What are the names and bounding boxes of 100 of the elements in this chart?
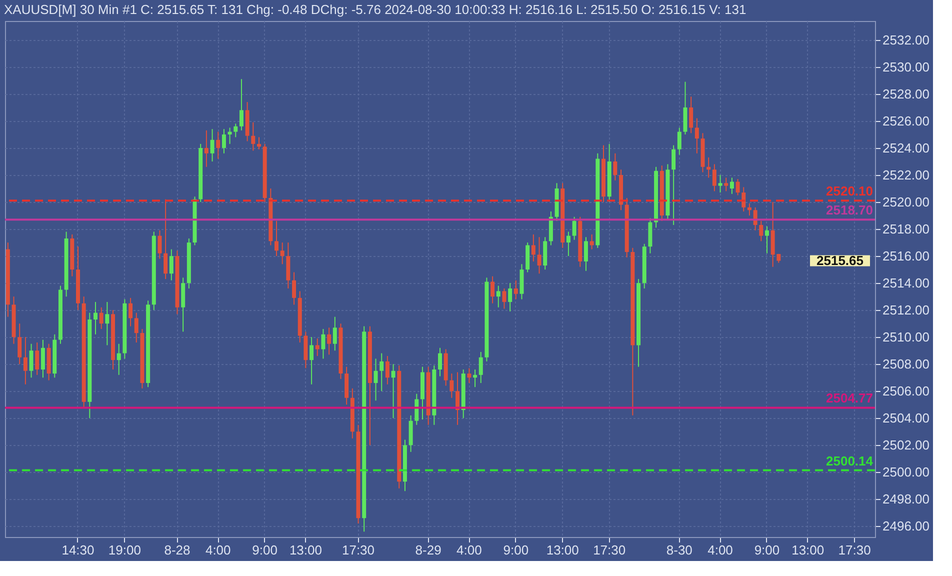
candlestick [40, 339, 45, 378]
y-tick-label: 2518.00 [882, 222, 930, 237]
y-tick-label: 2520.00 [882, 194, 930, 210]
candlestick [613, 152, 618, 181]
candlestick [414, 393, 419, 426]
candlestick [730, 177, 734, 194]
candlestick [321, 328, 326, 360]
candlestick [23, 336, 28, 385]
candlestick [29, 343, 34, 378]
x-tick-label: 9:00 [252, 542, 278, 558]
candlestick [496, 285, 500, 308]
y-tick-label: 2500.00 [882, 464, 930, 480]
y-tick-label: 2528.00 [882, 86, 930, 102]
candlestick [274, 220, 279, 257]
x-tick-label: 4:00 [205, 542, 231, 558]
ref-line-label: 2520.10 [826, 184, 873, 199]
y-tick-label: 2504.00 [882, 410, 930, 426]
y-tick-label: 2510.00 [882, 330, 930, 345]
candlestick [490, 276, 495, 304]
candlestick [158, 230, 162, 260]
candlestick [736, 178, 740, 196]
candlestick [327, 327, 332, 356]
candlestick [759, 220, 764, 242]
candlestick [724, 177, 728, 192]
y-tick-label: 2532.00 [882, 32, 930, 48]
candlestick [689, 96, 694, 134]
candlestick [706, 156, 711, 178]
candlestick [228, 127, 232, 144]
candlestick [105, 301, 110, 346]
y-tick-label: 2496.00 [882, 518, 930, 534]
x-tick-label: 13:00 [546, 542, 579, 558]
y-tick-label: 2498.00 [882, 492, 930, 507]
candlestick [718, 174, 722, 194]
candlestick [116, 343, 121, 376]
x-tick-label: 17:30 [342, 542, 375, 558]
y-tick-label: 2512.00 [882, 302, 930, 318]
candlestick [374, 358, 378, 402]
x-tick-label: 4:00 [456, 542, 482, 558]
candlestick [467, 368, 472, 384]
candlestick [239, 78, 244, 131]
y-tick-label: 2524.00 [882, 140, 930, 156]
candlestick [234, 123, 238, 138]
x-tick-label: 17:30 [593, 542, 626, 558]
candlestick [391, 364, 396, 419]
candlestick [572, 216, 576, 240]
candlestick [677, 127, 682, 156]
candlestick [438, 347, 442, 377]
annotation: 2515.65 [816, 252, 864, 268]
ref-line-label: 2518.70 [826, 202, 873, 218]
candlestick [502, 288, 506, 310]
candlestick [210, 128, 214, 162]
candlestick [456, 372, 460, 426]
candlestick [672, 144, 676, 226]
candlestick [99, 306, 104, 330]
candlestick [508, 282, 512, 312]
y-tick-label: 2506.00 [882, 384, 930, 399]
candlestick [280, 242, 284, 265]
candlestick [385, 355, 390, 385]
candlestick [128, 297, 133, 327]
ref-line-label: 2504.77 [826, 390, 873, 406]
x-tick-label: 8-30 [666, 542, 692, 558]
candlestick [310, 336, 314, 385]
x-tick-label: 13:00 [792, 542, 824, 558]
candlestick [251, 122, 256, 152]
candlestick [204, 130, 208, 168]
candlestick [584, 236, 588, 272]
candlestick [473, 369, 478, 388]
candlestick [531, 234, 536, 262]
candlestick [566, 231, 570, 257]
x-tick-label: 8-28 [164, 542, 190, 558]
candlestick [380, 352, 384, 392]
candlestick [537, 236, 542, 274]
candlestick [450, 373, 454, 398]
candlestick [478, 351, 483, 384]
y-tick-label: 2502.00 [882, 438, 930, 453]
candlestick [256, 136, 261, 150]
candlestick [712, 164, 716, 192]
ref-line-label: 2500.14 [826, 453, 874, 468]
x-tick-label: 14:30 [62, 542, 94, 558]
x-tick-label: 13:00 [289, 542, 322, 558]
candlestick [514, 280, 518, 300]
candlestick [764, 226, 769, 254]
candlestick [747, 202, 752, 216]
candlestick [292, 272, 296, 306]
candlestick [694, 118, 699, 154]
x-tick-label: 19:00 [108, 542, 141, 558]
y-tick-label: 2516.00 [882, 248, 930, 264]
x-tick-label: 8-29 [415, 542, 442, 558]
candlestick [35, 342, 40, 376]
x-tick-label: 4:00 [708, 542, 733, 558]
candlestick [590, 234, 594, 250]
candlestick [18, 323, 22, 365]
candlestick [332, 316, 337, 352]
y-tick-label: 2508.00 [882, 356, 930, 372]
y-tick-label: 2514.00 [882, 276, 930, 291]
chart-title: XAUUSD[M] 30 Min #1 C: 2515.65 T: 131 Chg: -0.48 DChg: -5.76 2024-08-30 10:00:33 H: 2516.16 L: 2515.50 O: 2516.15 V: 131 [4, 2, 746, 17]
candlestick [94, 301, 98, 335]
candlestick [216, 131, 220, 160]
candlestick [222, 128, 226, 154]
x-tick-label: 17:30 [838, 542, 871, 558]
